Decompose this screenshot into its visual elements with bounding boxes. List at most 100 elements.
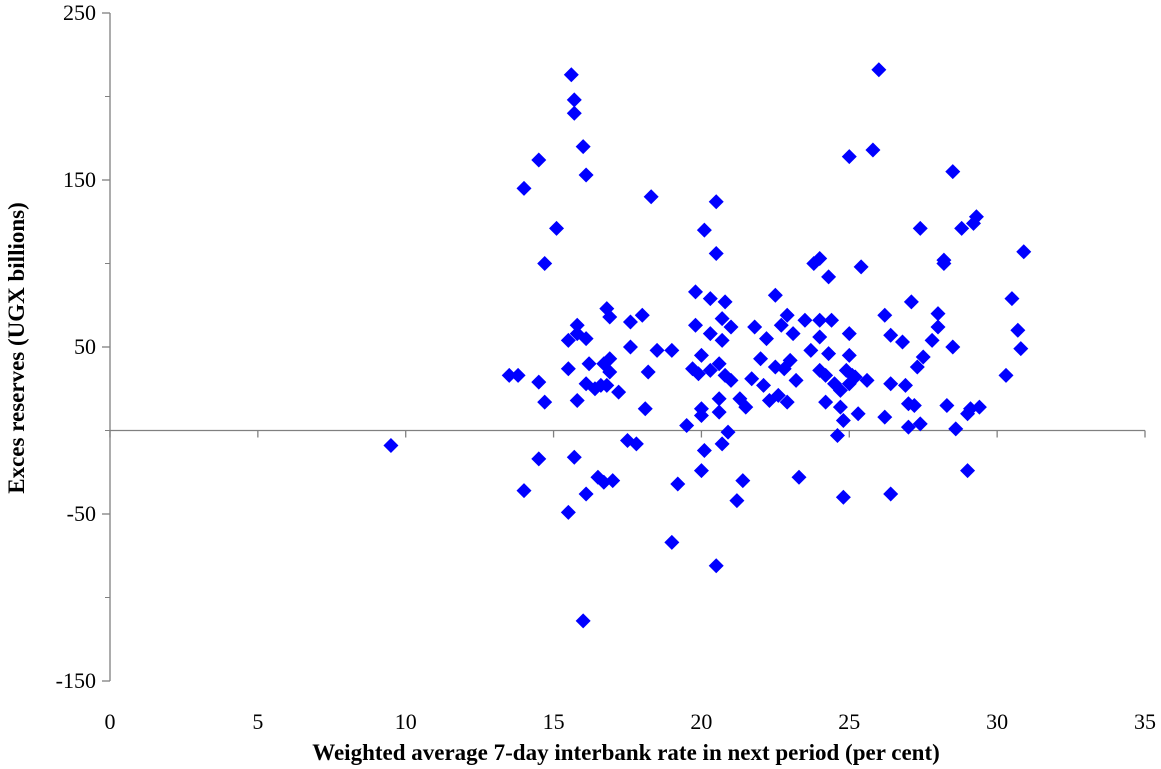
- y-tick-label: 50: [74, 334, 96, 359]
- data-point: [785, 326, 801, 342]
- data-point: [829, 428, 845, 444]
- data-point: [1004, 291, 1020, 307]
- data-point: [788, 372, 804, 388]
- data-point: [611, 384, 627, 400]
- data-point: [877, 409, 893, 425]
- data-point: [566, 449, 582, 465]
- data-point: [936, 252, 952, 268]
- data-point: [622, 314, 638, 330]
- data-point: [723, 319, 739, 335]
- data-point: [693, 347, 709, 363]
- data-point: [578, 331, 594, 347]
- x-tick-label: 0: [105, 709, 116, 734]
- data-point: [690, 366, 706, 382]
- data-point: [971, 399, 987, 415]
- data-point: [708, 558, 724, 574]
- y-tick-label: -150: [56, 668, 96, 693]
- data-point: [679, 417, 695, 433]
- data-point: [841, 347, 857, 363]
- data-point: [708, 194, 724, 210]
- data-point: [897, 377, 913, 393]
- data-point: [939, 397, 955, 413]
- data-point: [531, 451, 547, 467]
- data-point: [696, 222, 712, 238]
- data-point: [821, 269, 837, 285]
- data-point: [779, 307, 795, 323]
- data-point: [812, 312, 828, 328]
- data-point: [824, 312, 840, 328]
- data-point: [714, 311, 730, 327]
- data-point: [516, 180, 532, 196]
- data-point: [383, 438, 399, 454]
- data-point: [744, 371, 760, 387]
- data-point: [560, 361, 576, 377]
- data-point: [510, 367, 526, 383]
- data-point: [812, 250, 828, 266]
- data-point: [782, 352, 798, 368]
- data-point: [649, 342, 665, 358]
- data-point: [702, 362, 718, 378]
- data-point: [841, 149, 857, 165]
- data-point: [569, 392, 585, 408]
- data-point: [773, 317, 789, 333]
- data-point: [628, 436, 644, 452]
- data-point: [812, 329, 828, 345]
- data-point: [895, 334, 911, 350]
- data-point: [909, 359, 925, 375]
- data-point: [797, 312, 813, 328]
- x-tick-label: 30: [986, 709, 1008, 734]
- data-point: [900, 419, 916, 435]
- data-point: [968, 209, 984, 225]
- y-tick-label: 250: [63, 0, 96, 25]
- data-point: [912, 220, 928, 236]
- data-point: [714, 436, 730, 452]
- data-point: [770, 387, 786, 403]
- data-point: [578, 167, 594, 183]
- data-point: [821, 346, 837, 362]
- data-point: [688, 284, 704, 300]
- data-point: [622, 339, 638, 355]
- data-point: [664, 342, 680, 358]
- data-point: [960, 463, 976, 479]
- data-point: [924, 332, 940, 348]
- data-point: [578, 486, 594, 502]
- data-point: [767, 287, 783, 303]
- data-point: [818, 367, 834, 383]
- data-point: [566, 92, 582, 108]
- data-point: [643, 189, 659, 205]
- data-point: [711, 404, 727, 420]
- data-point: [605, 473, 621, 489]
- data-point: [702, 326, 718, 342]
- data-point: [711, 391, 727, 407]
- data-point: [1013, 341, 1029, 357]
- data-point: [602, 351, 618, 367]
- data-point: [537, 394, 553, 410]
- data-point: [803, 342, 819, 358]
- data-point: [903, 294, 919, 310]
- data-point: [602, 309, 618, 325]
- data-point: [738, 399, 754, 415]
- data-point: [1010, 322, 1026, 338]
- data-point: [998, 367, 1014, 383]
- data-point: [877, 307, 893, 323]
- data-point: [714, 332, 730, 348]
- data-point: [702, 291, 718, 307]
- data-point: [563, 67, 579, 83]
- y-axis-title: Exces reserves (UGX billions): [4, 202, 29, 494]
- data-point: [835, 489, 851, 505]
- data-point: [883, 327, 899, 343]
- data-point: [531, 374, 547, 390]
- data-point: [832, 382, 848, 398]
- x-axis-title: Weighted average 7-day interbank rate in…: [312, 740, 940, 765]
- data-point: [948, 421, 964, 437]
- data-point: [930, 306, 946, 322]
- x-tick-label: 15: [543, 709, 565, 734]
- data-point: [581, 356, 597, 372]
- data-point: [853, 259, 869, 275]
- data-point: [945, 339, 961, 355]
- x-tick-label: 25: [838, 709, 860, 734]
- x-tick-label: 35: [1134, 709, 1156, 734]
- data-point: [537, 256, 553, 271]
- data-point: [930, 319, 946, 335]
- data-point: [560, 332, 576, 348]
